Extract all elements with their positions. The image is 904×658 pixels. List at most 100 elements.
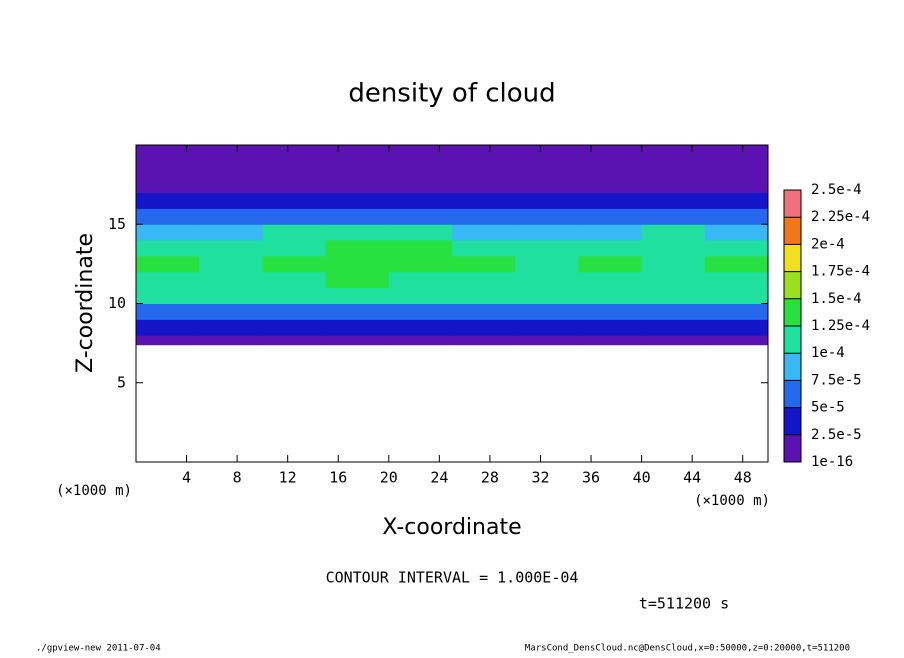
heat-cell <box>641 240 706 257</box>
heat-cell <box>515 319 579 336</box>
heat-cell <box>262 271 327 289</box>
heat-cell <box>388 287 453 304</box>
heat-cell <box>452 335 516 346</box>
x-tick-label: 24 <box>430 469 448 487</box>
heat-cell <box>704 192 769 209</box>
heat-cell <box>515 271 579 289</box>
colorbar-label: 2.25e-4 <box>811 209 870 225</box>
x-tick-label: 36 <box>582 469 600 487</box>
heat-cell <box>704 303 769 320</box>
heat-cell <box>578 208 643 225</box>
heat-cell <box>262 145 327 162</box>
heat-cell <box>515 145 579 162</box>
heat-cell <box>325 176 390 194</box>
colorbar-label: 1.5e-4 <box>811 291 862 307</box>
heat-cell <box>262 176 327 194</box>
heat-cell <box>388 208 453 225</box>
x-tick-label: 40 <box>633 469 651 487</box>
heat-cell <box>262 335 327 346</box>
heat-cell <box>704 224 769 241</box>
heat-cell <box>136 208 200 225</box>
colorbar-label: 1e-16 <box>811 454 853 470</box>
colorbar-label: 1.25e-4 <box>811 318 870 334</box>
heat-cell <box>515 240 579 257</box>
colorbar-label: 1e-4 <box>811 345 845 361</box>
heat-cell <box>199 287 263 304</box>
heat-cell <box>199 255 263 273</box>
heat-cell <box>136 145 200 162</box>
footer-left: ./gpview-new 2011-07-04 <box>36 644 161 654</box>
colorbar-label: 7.5e-5 <box>811 372 862 388</box>
heat-cell <box>704 160 769 178</box>
heat-cell <box>199 335 263 346</box>
heat-cell <box>578 160 643 178</box>
heat-cell <box>452 271 516 289</box>
heat-cell <box>578 192 643 209</box>
heat-cell <box>136 224 200 241</box>
heat-cell <box>641 271 706 289</box>
heat-cell <box>325 335 390 346</box>
heat-cell <box>388 145 453 162</box>
heat-cell <box>515 224 579 241</box>
heat-cell <box>136 287 200 304</box>
heat-cell <box>262 160 327 178</box>
heat-cell <box>136 319 200 336</box>
heat-cell <box>704 319 769 336</box>
heat-cell <box>452 208 516 225</box>
heat-cell <box>199 208 263 225</box>
colorbar-label: 2e-4 <box>811 236 845 252</box>
contour-interval: CONTOUR INTERVAL = 1.000E-04 <box>326 569 579 587</box>
heat-cell <box>704 287 769 304</box>
heat-cell <box>704 240 769 257</box>
heat-cell <box>641 145 706 162</box>
colorbar-label: 5e-5 <box>811 400 845 416</box>
heat-cell <box>325 303 390 320</box>
heat-cell <box>325 192 390 209</box>
colorbar-segment <box>784 434 801 462</box>
colorbar-label: 2.5e-5 <box>811 427 862 443</box>
heat-cell <box>262 303 327 320</box>
heat-cell <box>199 192 263 209</box>
heat-cell <box>325 240 390 257</box>
heat-cell <box>136 255 200 273</box>
heat-cell <box>388 224 453 241</box>
heat-cell <box>262 192 327 209</box>
x-tick-label: 32 <box>531 469 549 487</box>
heat-cell <box>641 192 706 209</box>
heat-cell <box>578 176 643 194</box>
x-axis-label: X-coordinate <box>382 515 521 540</box>
heat-cell <box>641 287 706 304</box>
colorbar-segment <box>784 353 801 381</box>
heat-cell <box>136 240 200 257</box>
heat-cell <box>452 287 516 304</box>
heat-cell <box>704 271 769 289</box>
heat-cell <box>515 176 579 194</box>
heat-cell <box>452 224 516 241</box>
heat-cell <box>388 160 453 178</box>
heat-cell <box>515 287 579 304</box>
colorbar-segment <box>784 298 801 326</box>
heat-cell <box>578 335 643 346</box>
heat-cell <box>136 271 200 289</box>
colorbar-label: 2.5e-4 <box>811 182 862 198</box>
y-tick-label: 15 <box>108 215 126 233</box>
colorbar-segment <box>784 380 801 408</box>
y-axis-label: Z-coordinate <box>73 233 98 373</box>
heat-cell <box>388 176 453 194</box>
heat-cell <box>325 160 390 178</box>
heat-cell <box>452 319 516 336</box>
heat-cell <box>325 145 390 162</box>
heat-cell <box>704 208 769 225</box>
heat-cell <box>578 271 643 289</box>
heat-cell <box>262 240 327 257</box>
heat-cell <box>136 192 200 209</box>
heat-cell <box>452 176 516 194</box>
heat-cell <box>262 319 327 336</box>
heat-cell <box>578 319 643 336</box>
y-unit: (×1000 m) <box>56 483 132 499</box>
heat-cell <box>515 335 579 346</box>
heat-cell <box>641 224 706 241</box>
heat-cell <box>199 240 263 257</box>
heat-cell <box>578 224 643 241</box>
heat-cell <box>515 208 579 225</box>
